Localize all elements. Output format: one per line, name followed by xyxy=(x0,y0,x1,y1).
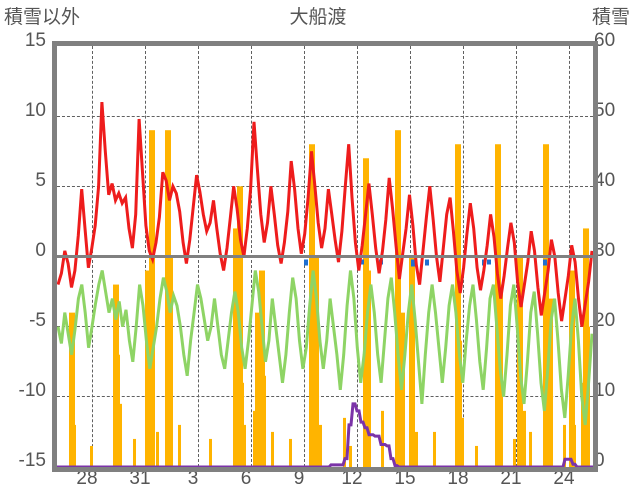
left-tick-m5: -5 xyxy=(29,310,46,331)
right-tick-60: 60 xyxy=(594,30,616,51)
left-tick-15: 15 xyxy=(24,30,46,51)
plot-area xyxy=(52,41,598,472)
series-canvas xyxy=(57,101,593,467)
right-tick-20: 20 xyxy=(594,310,616,331)
x-tick-18: 18 xyxy=(447,468,469,489)
left-tick-5: 5 xyxy=(35,170,46,191)
chart-title: 大船渡 xyxy=(289,7,347,28)
gridline-h-10 xyxy=(57,116,593,117)
left-tick-m10: -10 xyxy=(18,380,46,401)
right-tick-0: 0 xyxy=(594,450,605,471)
right-tick-30: 30 xyxy=(594,240,616,261)
gridline-h-5 xyxy=(57,186,593,187)
left-tick-0: 0 xyxy=(35,240,46,261)
min-temp-line xyxy=(57,270,593,426)
x-tick-9: 9 xyxy=(293,468,305,489)
right-tick-50: 50 xyxy=(594,100,616,121)
x-tick-12: 12 xyxy=(341,468,363,489)
zero-line xyxy=(57,255,593,258)
gridline-h-m5 xyxy=(57,326,593,327)
right-tick-40: 40 xyxy=(594,170,616,191)
right-tick-10: 10 xyxy=(594,380,616,401)
max-temp-line xyxy=(57,101,593,327)
left-tick-10: 10 xyxy=(24,100,46,121)
x-tick-28: 28 xyxy=(76,468,98,489)
x-tick-24: 24 xyxy=(553,468,575,489)
gridline-h-m10 xyxy=(57,396,593,397)
x-tick-15: 15 xyxy=(394,468,416,489)
x-tick-31: 31 xyxy=(129,468,151,489)
x-tick-6: 6 xyxy=(240,468,252,489)
x-tick-21: 21 xyxy=(500,468,522,489)
left-axis-title: 積雪以外 xyxy=(4,7,81,28)
snowfall-bars xyxy=(304,259,547,267)
right-axis-title: 積雪 xyxy=(591,7,630,28)
plot-inner xyxy=(57,46,593,467)
x-tick-3: 3 xyxy=(187,468,199,489)
left-tick-m15: -15 xyxy=(18,450,46,471)
snow-depth-line xyxy=(57,402,593,467)
